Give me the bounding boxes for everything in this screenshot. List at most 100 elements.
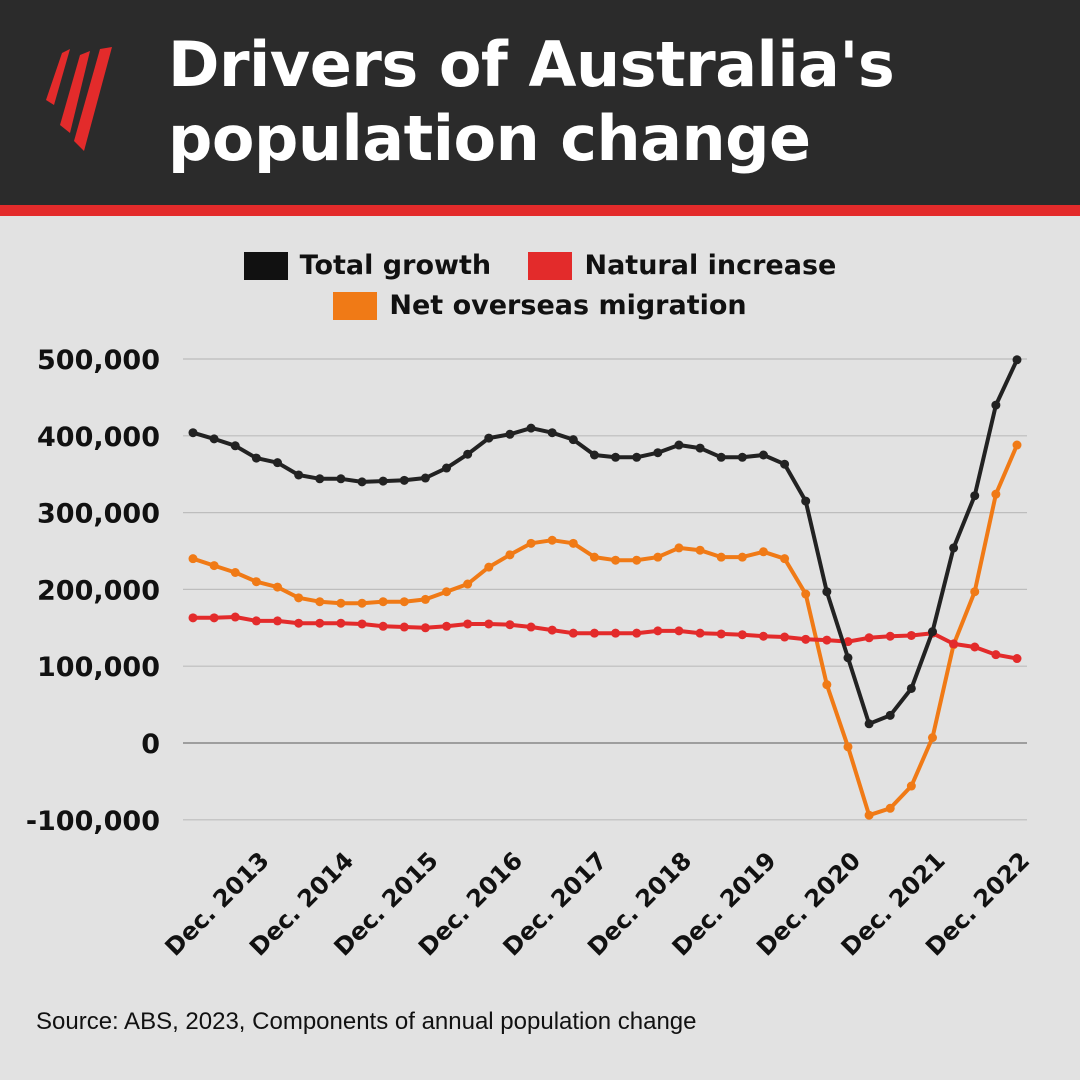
line-chart: 500,000 400,000 300,000 200,000 100,000 0 -100… xyxy=(26,345,1035,961)
data-point xyxy=(843,637,853,647)
data-point xyxy=(589,628,599,638)
data-point xyxy=(273,458,283,468)
data-point xyxy=(420,473,430,483)
y-tick-label: 400,000 xyxy=(37,422,160,453)
data-point xyxy=(505,620,515,630)
data-point xyxy=(906,683,916,693)
data-point xyxy=(632,628,642,638)
data-point xyxy=(864,719,874,729)
data-point xyxy=(209,434,219,444)
legend-swatch xyxy=(528,251,573,280)
data-point xyxy=(758,631,768,641)
source-note: Source: ABS, 2023, Components of annual … xyxy=(36,1008,697,1035)
y-tick-label: -100,000 xyxy=(26,806,160,837)
legend-swatch xyxy=(243,251,288,280)
data-point xyxy=(463,579,473,589)
header: Drivers of Australia's population change xyxy=(0,0,1080,205)
data-point xyxy=(801,589,811,599)
data-point xyxy=(357,477,367,487)
data-point xyxy=(949,543,959,553)
y-tick-label: 200,000 xyxy=(37,575,160,606)
data-point xyxy=(589,450,599,460)
data-point xyxy=(484,433,494,443)
data-point xyxy=(822,680,832,690)
y-tick-label: 0 xyxy=(141,729,160,760)
data-point xyxy=(547,428,557,438)
legend: Total growth Natural increase xyxy=(0,250,1080,287)
data-point xyxy=(737,552,747,562)
data-point xyxy=(568,435,578,445)
series-line xyxy=(193,615,1018,661)
data-point xyxy=(463,619,473,629)
data-point xyxy=(611,628,621,638)
data-point xyxy=(674,440,684,450)
data-point xyxy=(188,554,198,564)
data-point xyxy=(526,622,536,632)
data-point xyxy=(526,423,536,433)
data-point xyxy=(568,628,578,638)
data-point xyxy=(273,582,283,592)
data-point xyxy=(294,618,304,628)
data-point xyxy=(463,449,473,459)
data-point xyxy=(378,621,388,631)
data-point xyxy=(589,552,599,562)
data-point xyxy=(695,443,705,453)
data-point xyxy=(209,613,219,623)
series-line xyxy=(192,358,1019,726)
title-line-1: Drivers of Australia's xyxy=(168,28,895,101)
data-point xyxy=(822,587,832,597)
legend-swatch xyxy=(333,291,378,320)
data-point xyxy=(357,598,367,608)
data-point xyxy=(568,538,578,548)
data-point xyxy=(970,642,980,652)
data-point xyxy=(378,597,388,607)
legend-label: Net overseas migration xyxy=(389,290,747,321)
data-point xyxy=(843,742,853,752)
data-point xyxy=(209,561,219,571)
data-point xyxy=(484,562,494,572)
series-line xyxy=(192,444,1019,818)
data-point xyxy=(547,535,557,545)
legend-row-2: Net overseas migration xyxy=(0,290,1080,327)
data-point xyxy=(442,463,452,473)
data-point xyxy=(188,613,198,623)
data-point xyxy=(442,587,452,597)
data-point xyxy=(294,593,304,603)
data-point xyxy=(230,568,240,578)
data-point xyxy=(399,475,409,485)
data-point xyxy=(885,803,895,813)
data-point xyxy=(885,631,895,641)
data-point xyxy=(294,470,304,480)
data-point xyxy=(653,448,663,458)
accent-stripe xyxy=(0,205,1080,216)
data-point xyxy=(273,616,283,626)
data-point xyxy=(378,476,388,486)
data-point xyxy=(864,810,874,820)
data-point xyxy=(336,618,346,628)
legend-item-natural: Natural increase xyxy=(528,250,836,281)
y-tick-label: 500,000 xyxy=(37,345,160,376)
data-point xyxy=(611,555,621,565)
data-point xyxy=(230,612,240,622)
title-line-2: population change xyxy=(168,102,811,175)
data-point xyxy=(843,653,853,663)
data-point xyxy=(970,587,980,597)
data-point xyxy=(822,635,832,645)
data-point xyxy=(315,597,325,607)
data-point xyxy=(991,400,1001,410)
data-point xyxy=(526,538,536,548)
data-point xyxy=(357,619,367,629)
data-point xyxy=(906,781,916,791)
data-point xyxy=(336,598,346,608)
data-point xyxy=(927,627,937,637)
data-point xyxy=(611,452,621,462)
data-point xyxy=(991,489,1001,499)
data-point xyxy=(336,474,346,484)
data-point xyxy=(695,545,705,555)
data-point xyxy=(251,616,261,626)
data-point xyxy=(505,429,515,439)
data-point xyxy=(251,453,261,463)
data-point xyxy=(716,629,726,639)
data-point xyxy=(695,628,705,638)
legend-label: Total growth xyxy=(299,250,492,281)
